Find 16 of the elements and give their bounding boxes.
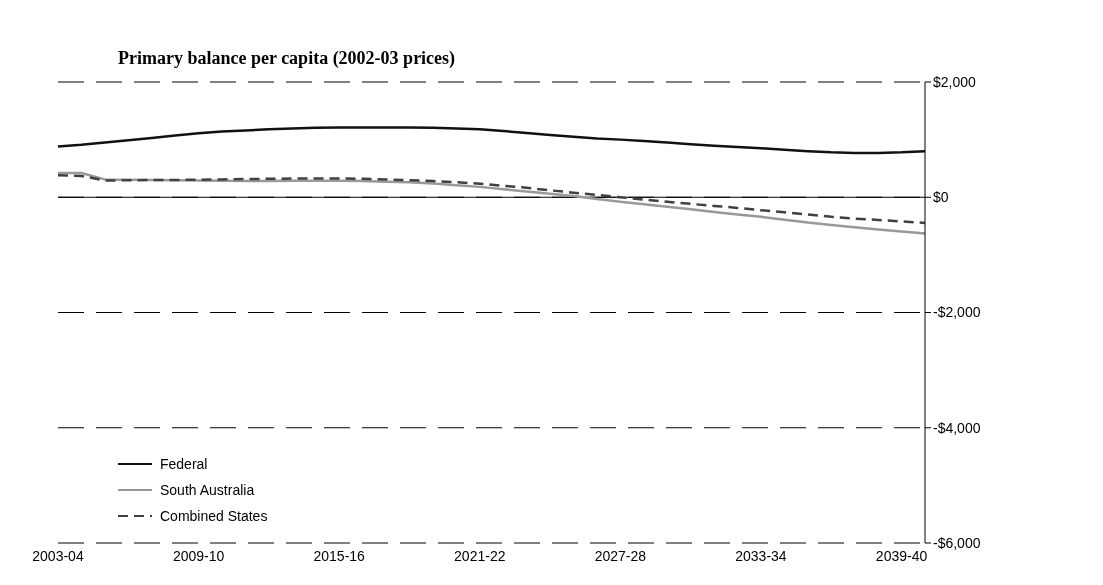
x-tick-label: 2009-10 <box>172 547 225 564</box>
y-tick-label: $2,000 <box>933 73 977 90</box>
x-tick-label: 2003-04 <box>32 547 84 564</box>
chart-title: Primary balance per capita (2002-03 prices) <box>118 48 456 69</box>
x-tick-label: 2033-34 <box>735 547 787 564</box>
x-tick-label: 2039-40 <box>875 547 928 564</box>
y-tick-label: -$6,000 <box>933 534 981 551</box>
y-tick-label: -$2,000 <box>933 304 981 321</box>
legend-label: Federal <box>160 456 208 472</box>
legend-label: Combined States <box>160 508 268 524</box>
x-tick-label: 2027-28 <box>594 547 647 564</box>
y-tick-label: -$4,000 <box>933 419 981 436</box>
legend-label: South Australia <box>160 482 255 498</box>
x-tick-label: 2015-16 <box>313 547 366 564</box>
x-tick-label: 2021-22 <box>454 547 506 564</box>
y-tick-label: $0 <box>933 189 949 206</box>
